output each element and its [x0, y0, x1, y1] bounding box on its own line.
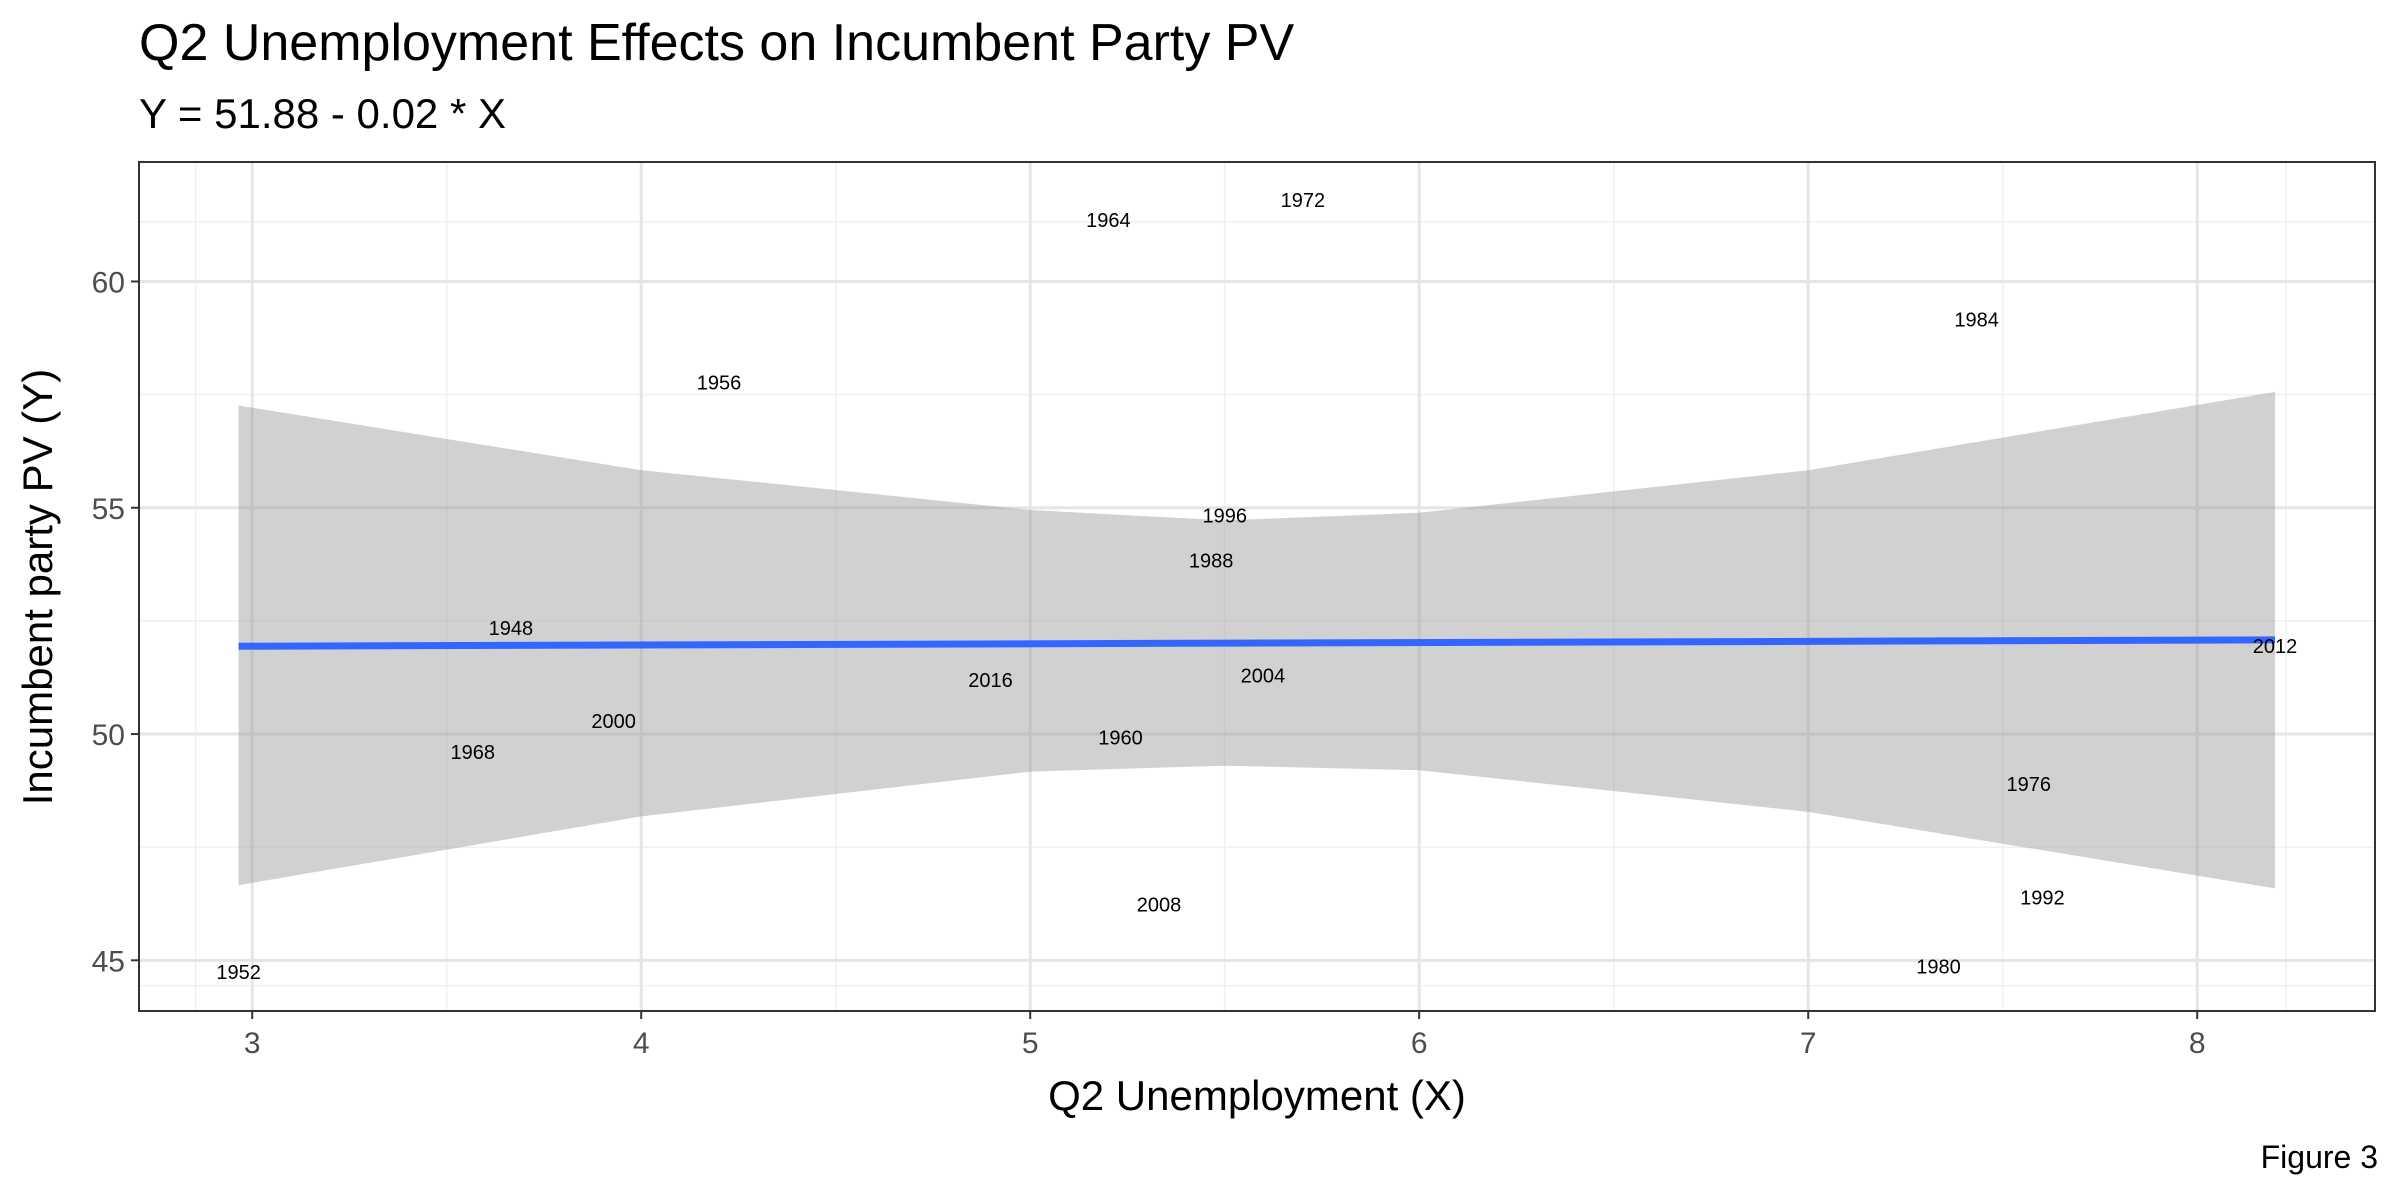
chart-subtitle: Y = 51.88 - 0.02 * X	[139, 90, 506, 137]
chart-title: Q2 Unemployment Effects on Incumbent Par…	[139, 14, 1294, 72]
caption: Figure 3	[2261, 1139, 2378, 1175]
y-tick-label: 50	[92, 719, 125, 752]
panel-border	[138, 161, 2376, 1012]
x-tick-label: 3	[244, 1027, 261, 1060]
x-tick-label: 5	[1022, 1027, 1039, 1060]
x-tick-label: 7	[1800, 1027, 1817, 1060]
y-tick-label: 55	[92, 493, 125, 526]
y-tick-label: 45	[92, 945, 125, 978]
y-tick-label: 60	[92, 266, 125, 299]
point-label: 1976	[2007, 774, 2052, 796]
point-label: 1968	[451, 742, 496, 764]
point-label: 1948	[489, 618, 534, 640]
point-label: 2012	[2253, 636, 2298, 658]
point-label: 2000	[591, 711, 636, 733]
point-label: 1964	[1086, 210, 1131, 232]
point-label: 1972	[1281, 190, 1326, 212]
x-tick-label: 6	[1411, 1027, 1428, 1060]
point-label: 1980	[1916, 956, 1961, 978]
fit-line	[238, 636, 2276, 650]
point-label: 1988	[1189, 550, 1234, 572]
y-axis-title: Incumbent party PV (Y)	[14, 369, 61, 806]
point-label: 1996	[1202, 506, 1247, 528]
point-label: 2004	[1241, 665, 1286, 687]
point-label: 1984	[1954, 310, 1999, 332]
point-label: 2008	[1137, 895, 1182, 917]
point-label: 1992	[2020, 887, 2065, 909]
x-tick-label: 4	[633, 1027, 650, 1060]
x-tick-label: 8	[2189, 1027, 2206, 1060]
x-axis-title: Q2 Unemployment (X)	[1048, 1072, 1466, 1119]
point-label: 1960	[1098, 728, 1143, 750]
point-label: 2016	[968, 670, 1013, 692]
point-label: 1956	[697, 372, 742, 394]
point-label: 1952	[216, 962, 261, 984]
